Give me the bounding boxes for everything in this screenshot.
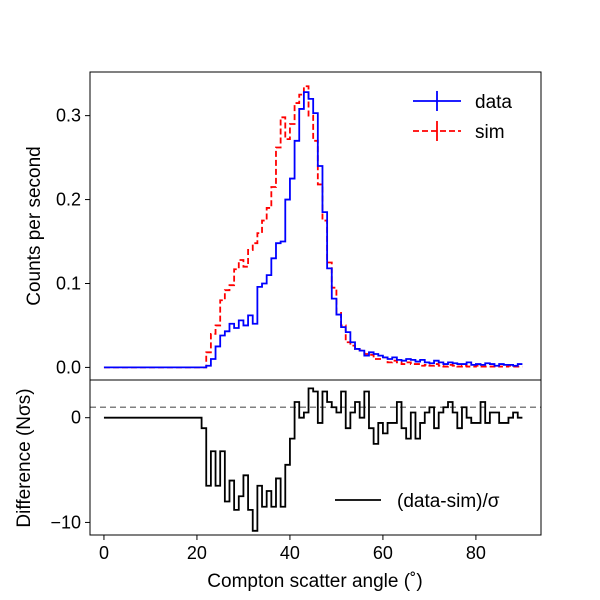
top-legend: data sim	[413, 91, 512, 143]
bottom-panel: −10 0 Difference (Nσs) (data-sim)/σ	[14, 379, 542, 536]
legend-data-label: data	[475, 92, 512, 113]
top-y-axis-label: Counts per second	[24, 146, 45, 306]
x-axis-label: Compton scatter angle (˚)	[207, 571, 422, 592]
legend-difference-label: (data-sim)/σ	[397, 491, 500, 512]
top-y-tick-label: 0.3	[56, 106, 81, 126]
top-series-group	[103, 85, 523, 369]
x-ticks: 0 20 40 60 80	[99, 535, 486, 563]
x-tick-label: 40	[280, 543, 300, 563]
bottom-y-axis-label: Difference (Nσs)	[14, 388, 35, 527]
top-y-tick-label: 0.1	[56, 273, 81, 293]
series-line-data	[103, 91, 523, 369]
bottom-plot-frame	[89, 379, 542, 536]
x-tick-label: 0	[99, 543, 109, 563]
x-tick-label: 20	[187, 543, 207, 563]
top-plot-frame	[89, 71, 542, 381]
bottom-legend: (data-sim)/σ	[335, 491, 500, 512]
bottom-y-ticks: −10 0	[50, 408, 90, 532]
top-y-tick-label: 0.2	[56, 190, 81, 210]
top-y-ticks: 0.0 0.1 0.2 0.3	[56, 106, 90, 377]
x-tick-label: 80	[466, 543, 486, 563]
top-panel: 0.0 0.1 0.2 0.3 Counts per second data sim	[24, 71, 542, 381]
series-line-difference	[103, 387, 523, 532]
x-tick-label: 60	[373, 543, 393, 563]
bottom-y-tick-label: −10	[50, 512, 81, 532]
bottom-y-tick-label: 0	[71, 408, 81, 428]
series-line-sim	[103, 85, 523, 369]
bottom-series-group	[103, 387, 523, 532]
top-y-tick-label: 0.0	[56, 357, 81, 377]
legend-sim-label: sim	[475, 122, 505, 143]
